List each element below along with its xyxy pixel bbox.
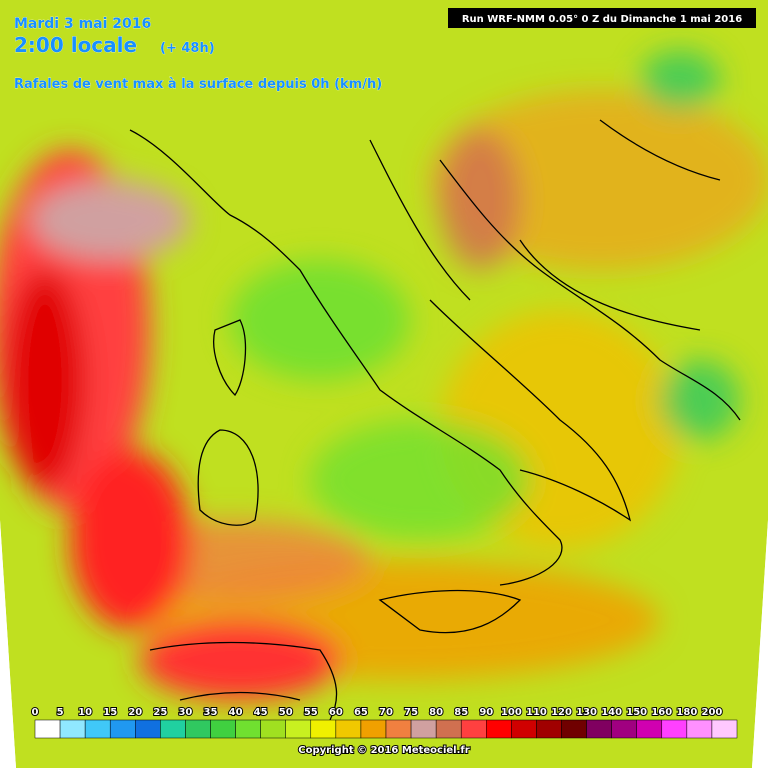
- legend-swatch: [109, 719, 136, 739]
- run-box: [448, 8, 756, 28]
- date: Mardi 3 mai 2016: [14, 16, 151, 32]
- legend-swatch: [410, 719, 437, 739]
- legend-label: 140: [601, 707, 622, 718]
- coastlines: [129, 119, 741, 721]
- legend-swatch: [59, 719, 86, 739]
- legend-label: 120: [551, 707, 572, 718]
- legend-label: 30: [178, 707, 192, 718]
- header: Mardi 3 mai 2016 2:00 locale (+ 48h) Raf…: [14, 8, 756, 92]
- legend-swatch: [360, 719, 387, 739]
- legend-swatch: [34, 719, 61, 739]
- legend-swatch: [335, 719, 362, 739]
- legend-label: 80: [429, 707, 443, 718]
- legend-label: 0: [32, 707, 39, 718]
- legend-swatch: [661, 719, 688, 739]
- legend-swatch: [160, 719, 186, 739]
- legend-swatch: [586, 719, 612, 739]
- legend-swatch: [686, 719, 713, 739]
- legend-label: 110: [526, 707, 547, 718]
- legend-label: 200: [701, 707, 722, 718]
- legend-swatch: [561, 719, 587, 739]
- legend-swatch: [711, 719, 738, 739]
- legend-swatch: [310, 719, 337, 739]
- legend-swatch: [486, 719, 512, 739]
- legend-swatch: [260, 719, 286, 739]
- run-info: Run WRF-NMM 0.05° 0 Z du Dimanche 1 mai …: [462, 14, 742, 25]
- legend-swatch: [84, 719, 111, 739]
- legend-label: 70: [379, 707, 393, 718]
- legend-label: 75: [404, 707, 418, 718]
- legend-label: 100: [501, 707, 522, 718]
- legend-label: 150: [626, 707, 647, 718]
- legend-label: 160: [651, 707, 672, 718]
- legend-label: 65: [354, 707, 368, 718]
- subtitle: Rafales de vent max à la surface depuis …: [14, 77, 382, 92]
- legend-swatch: [636, 719, 663, 739]
- legend-swatch: [235, 719, 261, 739]
- legend-swatch: [460, 719, 487, 739]
- legend-label: 90: [479, 707, 493, 718]
- legend-label: 180: [676, 707, 697, 718]
- legend-label: 130: [576, 707, 597, 718]
- legend-label: 55: [304, 707, 318, 718]
- legend-label: 35: [204, 707, 218, 718]
- legend: 0 5 10 15 20 25 30 35 40 45 50 55 60 65 70 75 80 85 90 100 1…: [31, 706, 738, 739]
- legend-swatch: [511, 719, 537, 739]
- legend-swatch: [385, 719, 412, 739]
- legend-label: 85: [454, 707, 468, 718]
- legend-label: 40: [229, 707, 243, 718]
- time: 2:00 locale: [14, 33, 137, 57]
- legend-label: 25: [153, 707, 167, 718]
- legend-label: 5: [57, 707, 64, 718]
- legend-label: 45: [254, 707, 268, 718]
- legend-swatch: [210, 719, 236, 739]
- legend-swatch: [611, 719, 637, 739]
- legend-swatch: [185, 719, 211, 739]
- copyright: Copyright © 2016 Meteociel.fr: [298, 745, 469, 756]
- legend-label: 60: [329, 707, 343, 718]
- legend-swatch: [536, 719, 562, 739]
- legend-label: 50: [279, 707, 293, 718]
- legend-label: 20: [128, 707, 142, 718]
- offset: (+ 48h): [160, 41, 215, 56]
- legend-swatch: [135, 719, 161, 739]
- legend-swatch: [435, 719, 462, 739]
- legend-label: 15: [103, 707, 117, 718]
- legend-swatch: [285, 719, 312, 739]
- legend-label: 10: [78, 707, 92, 718]
